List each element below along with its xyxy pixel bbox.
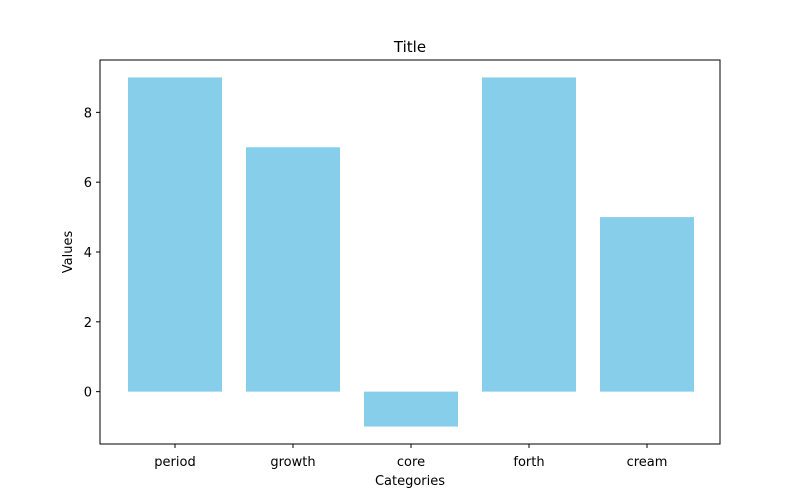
y-tick-label-2: 2	[84, 316, 92, 331]
y-tick-label-4: 4	[84, 246, 92, 261]
bar-forth	[482, 77, 576, 392]
x-axis-label: Categories	[375, 474, 445, 489]
y-tick-label-6: 6	[84, 176, 92, 191]
x-tick-label-forth: forth	[513, 455, 544, 470]
y-tick-label-0: 0	[84, 386, 92, 401]
y-axis: 0 2 4 6 8	[84, 106, 100, 401]
x-tick-label-cream: cream	[627, 455, 668, 470]
x-tick-label-period: period	[154, 455, 195, 470]
x-tick-label-growth: growth	[270, 455, 315, 470]
bar-period	[128, 77, 222, 392]
bars-group	[128, 77, 694, 427]
y-axis-label: Values	[61, 231, 76, 274]
y-tick-label-8: 8	[84, 106, 92, 121]
x-tick-label-core: core	[397, 455, 425, 470]
chart-title: Title	[393, 38, 426, 56]
bar-cream	[600, 217, 694, 392]
bar-growth	[246, 147, 340, 392]
x-axis: period growth core forth cream	[154, 444, 667, 470]
bar-core	[364, 391, 458, 427]
